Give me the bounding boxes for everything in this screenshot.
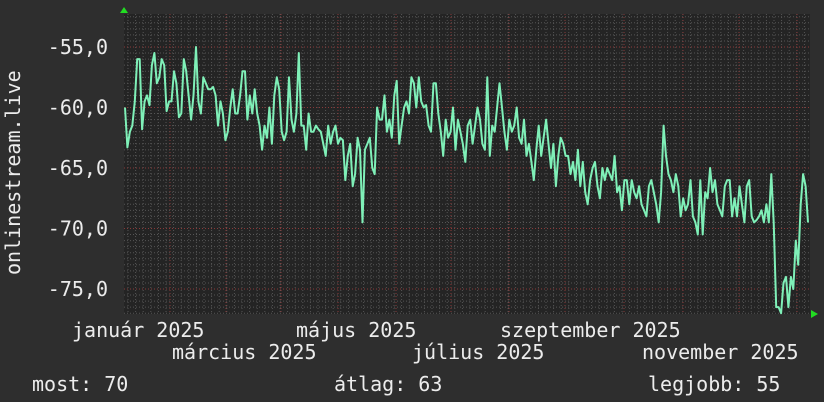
legend-best: legjobb: 55 [648,372,780,396]
y-tick-label: -70,0 [48,217,108,241]
y-tick-label: -75,0 [48,277,108,301]
y-tick-label: -55,0 [48,35,108,59]
y-axis: -55,0 -60,0 -65,0 -70,0 -75,0 [48,35,108,301]
x-tick-label: január 2025 [72,318,204,342]
x-tick-label: november 2025 [642,340,799,364]
x-tick-label: július 2025 [412,340,544,364]
x-tick-label: március 2025 [172,340,317,364]
y-axis-label: onlinestream.live [1,70,25,275]
series-line [124,46,809,315]
x-axis-arrow-icon [811,310,818,318]
y-tick-label: -65,0 [48,156,108,180]
x-tick-label: május 2025 [296,318,416,342]
y-axis-arrow-icon [120,7,128,13]
legend-current: most: 70 [32,372,128,396]
legend-average: átlag: 63 [334,372,442,396]
plot-area [124,14,810,314]
x-tick-label: szeptember 2025 [500,318,681,342]
y-tick-label: -60,0 [48,96,108,120]
